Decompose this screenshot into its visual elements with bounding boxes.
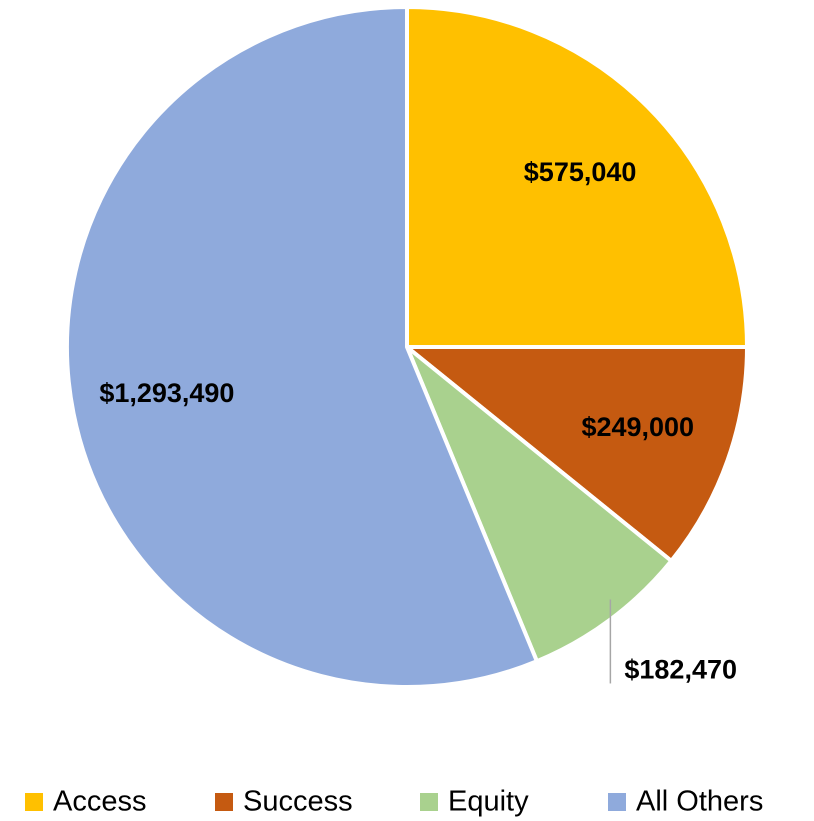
pie-slice bbox=[65, 4, 540, 689]
legend-swatch bbox=[420, 793, 438, 811]
value-label: $249,000 bbox=[581, 412, 694, 442]
legend-label: Access bbox=[53, 786, 146, 818]
legend-swatch bbox=[25, 793, 43, 811]
legend-label: Equity bbox=[448, 786, 529, 818]
value-label: $575,040 bbox=[524, 157, 637, 187]
legend-label: All Others bbox=[636, 786, 763, 818]
value-label: $1,293,490 bbox=[99, 378, 234, 408]
pie-slice bbox=[405, 4, 750, 350]
legend-swatch bbox=[215, 793, 233, 811]
value-label: $182,470 bbox=[624, 655, 737, 685]
legend-label: Success bbox=[243, 786, 353, 818]
legend-swatch bbox=[608, 793, 626, 811]
pie-slice bbox=[401, 344, 750, 564]
